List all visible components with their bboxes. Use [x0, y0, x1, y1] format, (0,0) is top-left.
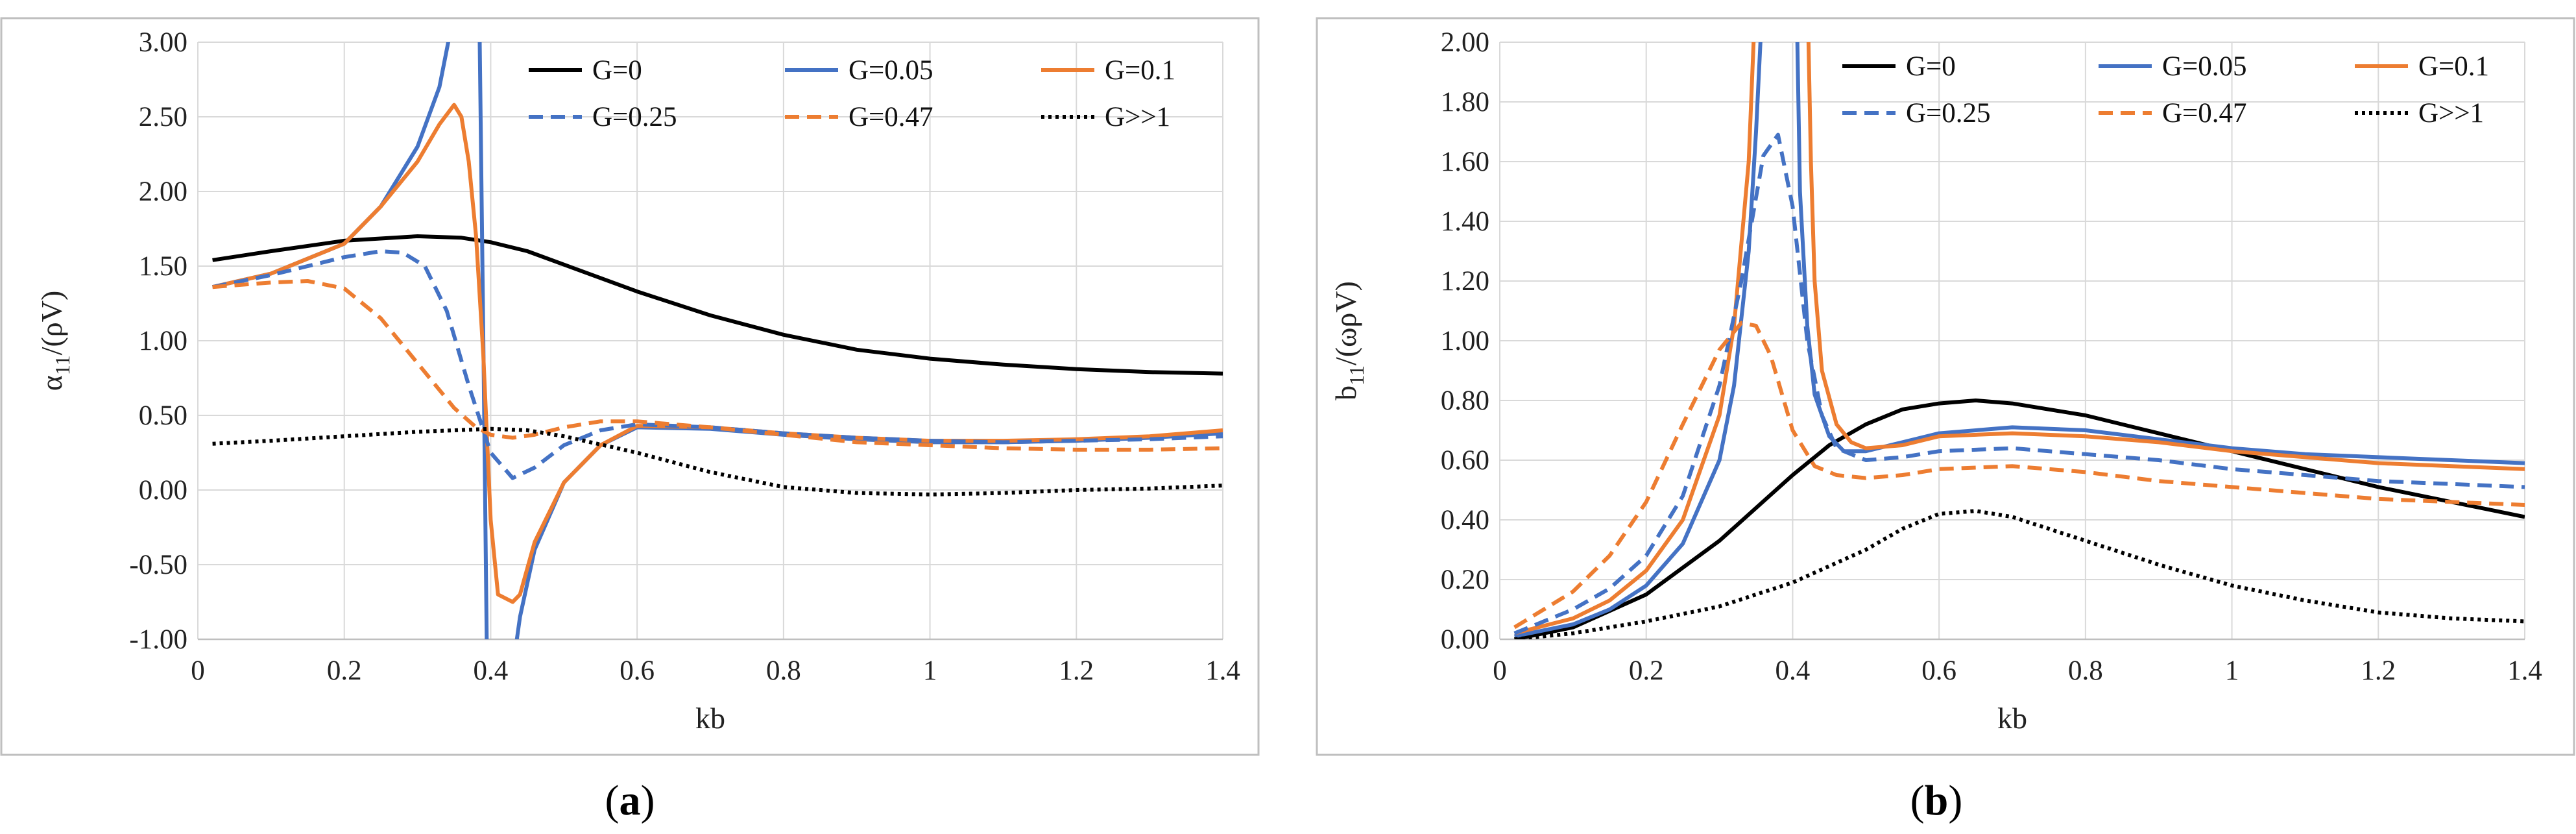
y-tick-label: 0.80: [1441, 386, 1489, 416]
x-tick-label: 0.2: [1629, 656, 1664, 686]
x-tick-label: 0.8: [766, 656, 801, 686]
y-axis-label-b: b11/(ωρV): [1329, 281, 1368, 400]
y-label-subscript: 11: [51, 355, 74, 375]
y-tick-label: 0.50: [139, 400, 187, 431]
y-tick-label: 1.20: [1441, 266, 1489, 297]
legend-item: G=0.1: [2355, 51, 2489, 82]
x-axis-label-b: kb: [1997, 702, 2027, 735]
panel-a-frame: [0, 17, 1260, 756]
y-tick-label: 1.00: [1441, 326, 1489, 356]
series-line-G=0.25: [212, 249, 1223, 480]
x-tick-labels-b: 0 0.2 0.4 0.6 0.8 1 1.2 1.4: [1493, 656, 2542, 686]
y-label-rest: /(ρV): [35, 291, 68, 356]
panel-b-frame: [1316, 17, 2575, 756]
legend-item: G=0.47: [785, 102, 933, 132]
x-tick-label: 0: [191, 656, 205, 686]
series-line-G=0.47: [1513, 321, 2525, 630]
legend-item: G=0: [529, 55, 642, 86]
series-line-G=0.47: [212, 279, 1223, 452]
x-tick-label: 0.6: [1921, 656, 1956, 686]
chart-panel-b: 0.000.200.400.600.801.001.201.401.601.80…: [1316, 17, 2575, 824]
y-axis-label-a: α11/(ρV): [35, 291, 74, 391]
legend-item: G>>1: [2355, 98, 2484, 129]
legend-item: G>>1: [1041, 102, 1170, 132]
y-tick-label: 2.50: [139, 102, 187, 132]
y-tick-label: -0.50: [129, 550, 187, 580]
series-line-G>>1: [1514, 509, 2525, 639]
legend-item: G=0.05: [2099, 51, 2247, 82]
y-tick-labels-b: 0.00 0.20 0.40 0.60 0.80 1.00 1.20 1.40 1.60 1.80…: [1441, 27, 1489, 655]
x-tick-label: 1: [2225, 656, 2239, 686]
series-line-G=0: [1514, 399, 2525, 639]
y-label-rest: /(ωρV): [1329, 281, 1362, 365]
y-label-subscript: 11: [1345, 365, 1368, 386]
y-tick-label: 0.60: [1441, 445, 1489, 476]
series-group-a: [211, 42, 1223, 639]
legend-label: G=0.25: [1906, 98, 1991, 129]
legend-label: G=0: [1906, 51, 1956, 82]
plot-area-a: -1.00 -0.50 0.00 0.50 1.00 1.50 2.00 2.50 3.00 0…: [129, 27, 1240, 686]
legend-label: G>>1: [1105, 102, 1170, 132]
x-tick-label: 0: [1493, 656, 1507, 686]
x-tick-label: 0.6: [620, 656, 655, 686]
legend-label: G=0.1: [2418, 51, 2489, 82]
series-line-G=0.1: [1513, 42, 2525, 635]
panel-caption-b: (b): [1910, 777, 1963, 824]
series-line-G=0.1: [211, 103, 1223, 604]
legend-label: G=0.1: [1105, 55, 1175, 86]
y-tick-label: 1.60: [1441, 147, 1489, 177]
legend-label: G=0.47: [849, 102, 933, 132]
y-tick-labels-a: -1.00 -0.50 0.00 0.50 1.00 1.50 2.00 2.50 3.00: [129, 27, 187, 655]
gridlines-b: [1499, 42, 2525, 641]
series-line-G=0.25: [1513, 132, 2525, 635]
legend-a: G=0 G=0.05 G=0.1 G=0.25 G=0.47 G>>1: [529, 55, 1175, 132]
series-line-G=0: [212, 234, 1223, 376]
y-tick-label: 3.00: [139, 27, 187, 58]
y-tick-label: 0.00: [1441, 624, 1489, 655]
legend-label: G=0: [592, 55, 642, 86]
panel-caption-a: (a): [605, 777, 655, 824]
y-tick-label: 2.00: [139, 177, 187, 207]
series-group-b: [1513, 42, 2525, 639]
gridlines-a: [197, 42, 1223, 641]
y-tick-label: 0.00: [139, 475, 187, 506]
y-tick-label: 1.40: [1441, 206, 1489, 237]
x-tick-label: 1.4: [1205, 656, 1240, 686]
x-tick-label: 1.2: [1059, 656, 1094, 686]
legend-item: G=0.25: [529, 102, 677, 132]
legend-item: G=0.05: [785, 55, 933, 86]
legend-label: G=0.05: [849, 55, 933, 86]
legend-item: G=0.1: [1041, 55, 1175, 86]
x-tick-labels-a: 0 0.2 0.4 0.6 0.8 1 1.2 1.4: [191, 656, 1240, 686]
legend-item: G=0: [1842, 51, 1956, 82]
series-line-G>>1: [212, 426, 1223, 497]
x-tick-label: 1: [923, 656, 937, 686]
y-label-main: b: [1329, 386, 1362, 400]
plot-area-b: 0.000.200.400.600.801.001.201.401.601.80…: [1441, 27, 2542, 686]
x-tick-label: 0.8: [2068, 656, 2103, 686]
x-axis-label-a: kb: [695, 702, 725, 735]
y-tick-label: 1.80: [1441, 87, 1489, 117]
y-label-main: α: [35, 375, 68, 391]
x-tick-label: 0.2: [327, 656, 362, 686]
x-tick-label: 0.4: [1776, 656, 1811, 686]
x-tick-label: 1.2: [2361, 656, 2396, 686]
legend-item: G=0.47: [2099, 98, 2247, 129]
legend-label: G=0.25: [592, 102, 677, 132]
chart-panel-a: -1.00 -0.50 0.00 0.50 1.00 1.50 2.00 2.50 3.00 0…: [0, 17, 1260, 824]
y-tick-label: -1.00: [129, 624, 187, 655]
x-tick-label: 1.4: [2507, 656, 2542, 686]
legend-item: G=0.25: [1842, 98, 1991, 129]
y-tick-label: 0.40: [1441, 505, 1489, 535]
y-tick-label: 0.20: [1441, 565, 1489, 595]
y-tick-label: 2.00: [1441, 27, 1489, 58]
x-tick-label: 0.4: [474, 656, 509, 686]
legend-label: G=0.05: [2162, 51, 2247, 82]
legend-b: G=0 G=0.05 G=0.1 G=0.25 G=0.47 G>>1: [1842, 51, 2489, 129]
legend-label: G>>1: [2418, 98, 2484, 129]
y-tick-label: 1.00: [139, 326, 187, 356]
legend-label: G=0.47: [2162, 98, 2247, 129]
y-tick-label: 1.50: [139, 251, 187, 282]
